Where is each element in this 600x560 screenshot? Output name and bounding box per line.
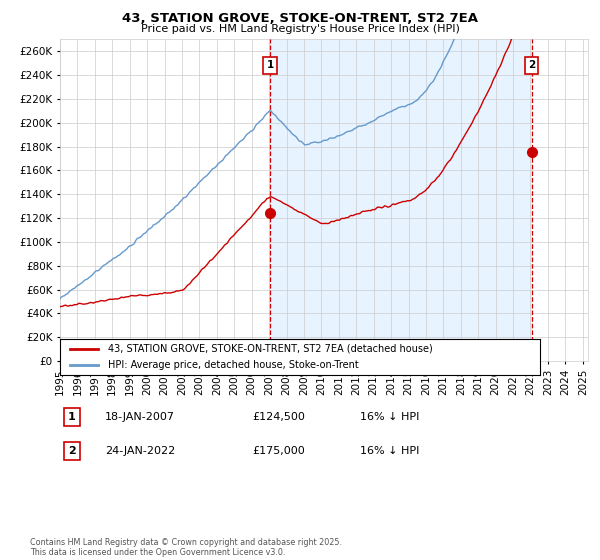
- Text: Price paid vs. HM Land Registry's House Price Index (HPI): Price paid vs. HM Land Registry's House …: [140, 24, 460, 34]
- Text: HPI: Average price, detached house, Stoke-on-Trent: HPI: Average price, detached house, Stok…: [108, 360, 359, 370]
- Text: 18-JAN-2007: 18-JAN-2007: [105, 412, 175, 422]
- Text: 24-JAN-2022: 24-JAN-2022: [105, 446, 175, 456]
- Text: Contains HM Land Registry data © Crown copyright and database right 2025.
This d: Contains HM Land Registry data © Crown c…: [30, 538, 342, 557]
- Text: 2: 2: [528, 60, 535, 71]
- Text: 16% ↓ HPI: 16% ↓ HPI: [360, 446, 419, 456]
- Text: 1: 1: [266, 60, 274, 71]
- Text: 2: 2: [68, 446, 76, 456]
- Text: 1: 1: [68, 412, 76, 422]
- Text: 43, STATION GROVE, STOKE-ON-TRENT, ST2 7EA: 43, STATION GROVE, STOKE-ON-TRENT, ST2 7…: [122, 12, 478, 25]
- Bar: [270, 39, 532, 361]
- Text: £175,000: £175,000: [252, 446, 305, 456]
- Text: 43, STATION GROVE, STOKE-ON-TRENT, ST2 7EA (detached house): 43, STATION GROVE, STOKE-ON-TRENT, ST2 7…: [108, 344, 433, 354]
- Text: £124,500: £124,500: [252, 412, 305, 422]
- Text: 16% ↓ HPI: 16% ↓ HPI: [360, 412, 419, 422]
